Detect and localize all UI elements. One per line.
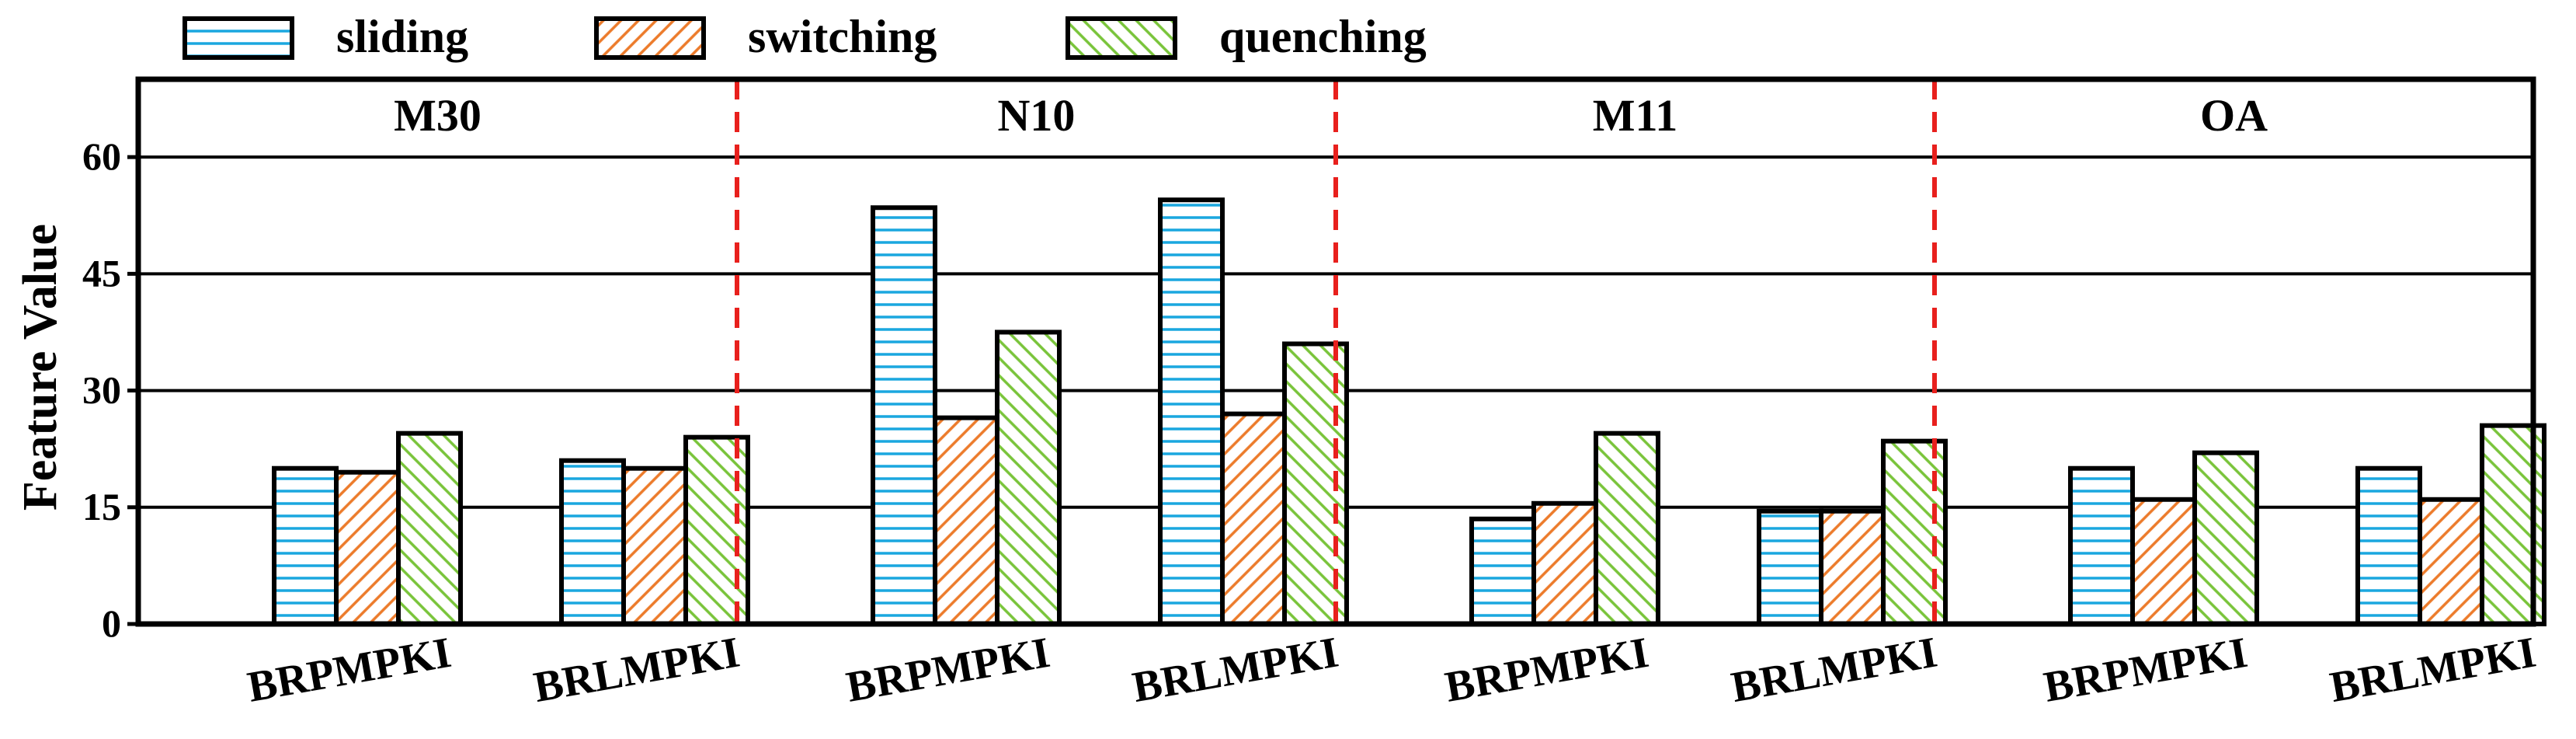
bar-oa-brlmpki-switching <box>2418 497 2484 626</box>
panel-title-oa: OA <box>2200 90 2268 141</box>
bar-m30-brpmpki-quenching <box>396 431 463 627</box>
legend-swatch-sliding <box>183 16 294 60</box>
bar-m30-brpmpki-sliding <box>272 465 339 627</box>
bar-n10-brpmpki-sliding <box>871 205 937 626</box>
bar-m30-brlmpki-switching <box>621 465 688 627</box>
panel-title-n10: N10 <box>998 90 1076 141</box>
x-tick-label-brpmpki: BRPMPKI <box>2040 629 2251 712</box>
x-tick-label-brpmpki: BRPMPKI <box>843 629 1053 712</box>
y-tick-label-15: 15 <box>82 485 121 528</box>
x-tick-label-brlmpki: BRLMPKI <box>530 629 743 713</box>
legend-label-sliding: sliding <box>336 11 468 62</box>
bar-m30-brpmpki-switching <box>334 469 401 626</box>
bar-oa-brpmpki-switching <box>2130 497 2197 626</box>
y-axis-label: Feature Value <box>14 224 67 511</box>
x-tick-label-brlmpki: BRLMPKI <box>1728 629 1941 713</box>
y-tick-label-45: 45 <box>82 251 121 295</box>
bar-oa-brpmpki-quenching <box>2192 450 2259 627</box>
legend-item-quenching: quenching <box>1066 11 1427 62</box>
x-tick-label-brlmpki: BRLMPKI <box>2327 629 2539 713</box>
y-tick-label-30: 30 <box>82 368 121 412</box>
y-tick-label-0: 0 <box>102 601 121 645</box>
bar-m11-brlmpki-quenching <box>1881 438 1948 627</box>
bar-n10-brlmpki-sliding <box>1158 197 1225 626</box>
x-tick-label-brlmpki: BRLMPKI <box>1129 629 1342 713</box>
bar-oa-brlmpki-sliding <box>2355 465 2422 627</box>
legend-label-quenching: quenching <box>1219 11 1427 62</box>
bar-m30-brlmpki-quenching <box>683 434 750 627</box>
bar-n10-brpmpki-switching <box>933 415 999 626</box>
legend-item-switching: switching <box>594 11 937 62</box>
plot-frame <box>135 76 2536 627</box>
bar-n10-brpmpki-quenching <box>995 329 1062 626</box>
y-tick-label-60: 60 <box>82 134 121 178</box>
legend-swatch-quenching <box>1066 16 1177 60</box>
panel-title-m30: M30 <box>394 90 481 141</box>
legend-label-switching: switching <box>748 11 937 62</box>
bar-m11-brpmpki-switching <box>1531 500 1598 626</box>
bar-m11-brpmpki-quenching <box>1594 431 1660 627</box>
bar-m30-brlmpki-sliding <box>559 458 626 627</box>
x-tick-label-brpmpki: BRPMPKI <box>244 629 454 712</box>
bar-m11-brpmpki-sliding <box>1469 516 1536 626</box>
bar-m11-brlmpki-switching <box>1819 508 1886 626</box>
bar-m11-brlmpki-sliding <box>1757 508 1823 626</box>
x-tick-label-brpmpki: BRPMPKI <box>1441 629 1652 712</box>
legend-item-sliding: sliding <box>183 11 468 62</box>
panel-title-m11: M11 <box>1593 90 1678 141</box>
legend-swatch-switching <box>594 16 706 60</box>
bar-n10-brlmpki-switching <box>1220 411 1287 626</box>
bar-oa-brpmpki-sliding <box>2068 465 2135 627</box>
